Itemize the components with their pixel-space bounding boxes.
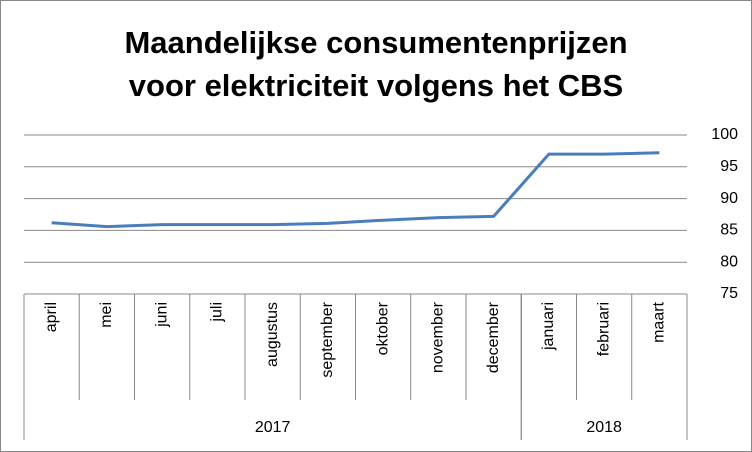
- x-tick-label: april: [43, 302, 60, 332]
- group-label: 2018: [586, 419, 622, 436]
- y-tick-label: 100: [711, 126, 738, 143]
- x-tick-label: maart: [651, 301, 668, 342]
- x-tick-label: februari: [595, 302, 612, 356]
- x-tick-label: december: [485, 301, 502, 373]
- x-tick-label: november: [430, 301, 447, 373]
- x-tick-label: juli: [209, 302, 226, 323]
- y-tick-label: 80: [720, 253, 738, 270]
- y-tick-label: 75: [720, 285, 738, 302]
- y-tick-label: 95: [720, 158, 738, 175]
- line: [51, 151, 660, 229]
- chart-title: Maandelijkse consumentenprijzen: [124, 25, 627, 60]
- x-tick-label: oktober: [374, 301, 391, 355]
- x-tick-label: mei: [98, 302, 115, 328]
- x-tick-label: januari: [540, 302, 557, 351]
- x-tick-label: juni: [153, 302, 170, 328]
- y-tick-label: 85: [720, 222, 738, 239]
- x-tick-label: september: [319, 301, 336, 377]
- x-tick-label: augustus: [264, 302, 281, 367]
- chart-title: voor elektriciteit volgens het CBS: [129, 68, 623, 103]
- group-label: 2017: [255, 419, 291, 436]
- y-tick-label: 90: [720, 190, 738, 207]
